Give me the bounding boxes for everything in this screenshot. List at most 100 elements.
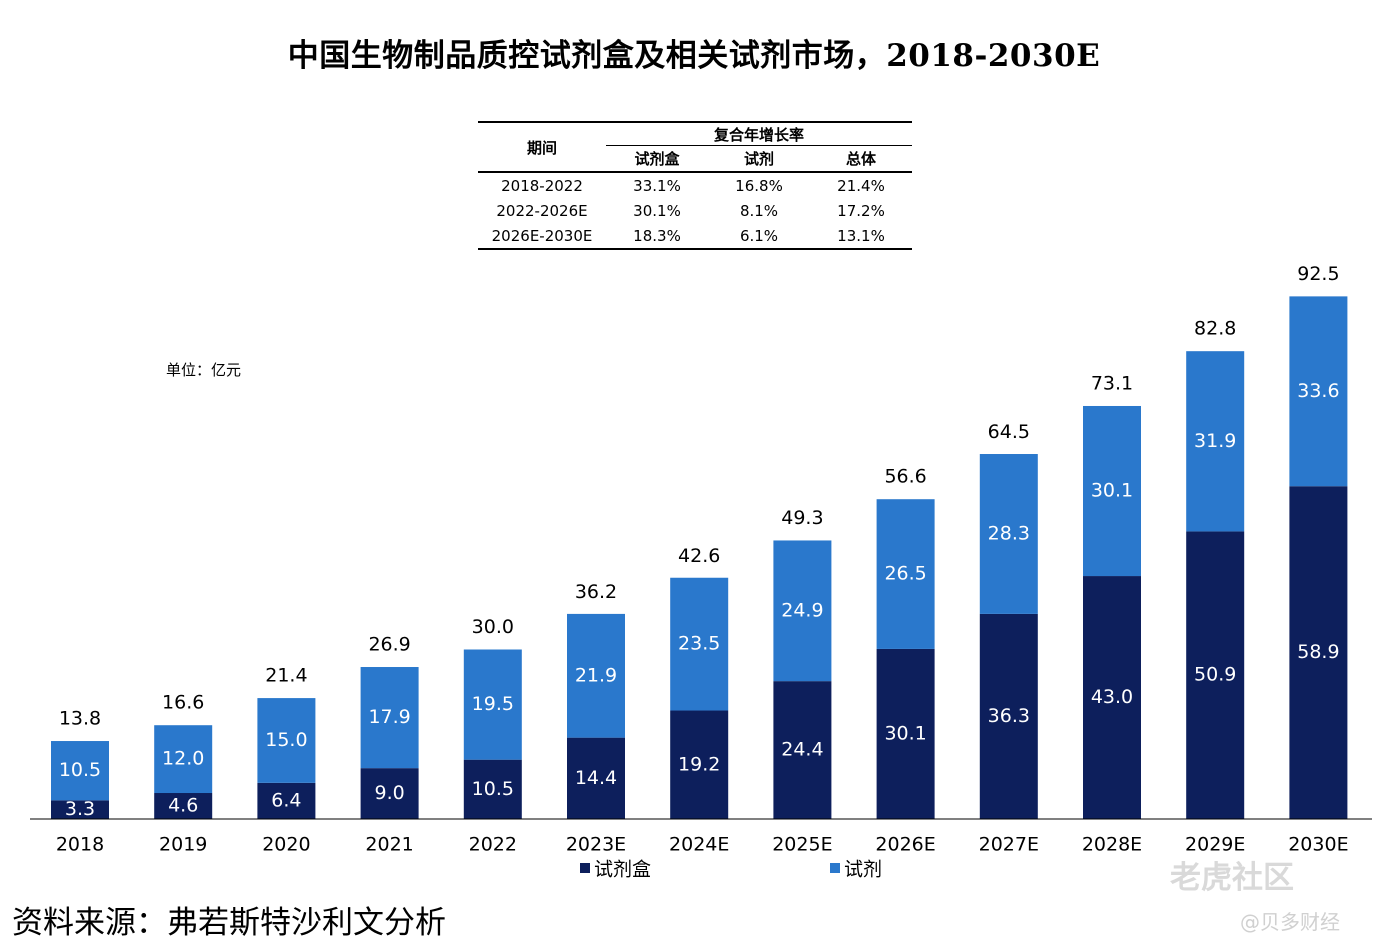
cagr-value: 21.4% xyxy=(837,176,885,195)
legend-label: 试剂盒 xyxy=(594,859,651,881)
watermark-logo: 老虎社区 xyxy=(1170,860,1294,896)
bar-reagent-segment xyxy=(876,499,935,649)
bar-total-label: 73.1 xyxy=(1091,372,1133,394)
bar-kit-label: 43.0 xyxy=(1091,686,1133,708)
bar-kit-label: 36.3 xyxy=(988,705,1030,727)
table-row: 2026E-2030E 18.3% 6.1% 13.1% xyxy=(478,223,912,250)
cagr-table: 期间 复合年增长率 试剂盒 试剂 总体 2018-2022 33.1% 16.8… xyxy=(478,121,912,250)
cagr-period: 2022-2026E xyxy=(496,201,588,220)
bar-reagent-segment xyxy=(979,454,1038,614)
x-tick-label: 2021 xyxy=(365,834,413,856)
table-row: 2022-2026E 30.1% 8.1% 17.2% xyxy=(478,198,912,223)
x-tick-label: 2018 xyxy=(56,834,104,856)
bar-kit-segment xyxy=(670,710,729,819)
cagr-period-header: 期间 xyxy=(478,122,606,173)
x-tick-label: 2019 xyxy=(159,834,207,856)
bar-kit-segment xyxy=(979,613,1038,819)
bar-kit-label: 30.1 xyxy=(884,722,926,744)
bar-total-label: 42.6 xyxy=(678,545,720,567)
bar-total-label: 26.9 xyxy=(368,634,410,656)
bar-kit-segment xyxy=(360,768,419,819)
bar-reagent-label: 12.0 xyxy=(162,748,204,770)
bar-reagent-segment xyxy=(154,725,213,794)
x-tick-label: 2028E xyxy=(1082,834,1142,856)
bar-kit-segment xyxy=(257,782,316,819)
source-note: 资料来源：弗若斯特沙利文分析 xyxy=(12,905,446,941)
bar-reagent-segment xyxy=(463,649,522,760)
bar-reagent-label: 23.5 xyxy=(678,633,720,655)
bar-total-label: 21.4 xyxy=(265,665,307,687)
bar-kit-segment xyxy=(463,759,522,819)
bar-total-label: 92.5 xyxy=(1297,263,1339,285)
x-tick-label: 2024E xyxy=(669,834,729,856)
bar-reagent-segment xyxy=(670,577,729,711)
cagr-value: 8.1% xyxy=(739,201,779,220)
bar-reagent-label: 24.9 xyxy=(781,599,823,621)
cagr-period: 2026E-2030E xyxy=(478,223,606,250)
bar-kit-segment xyxy=(567,737,625,819)
bar-kit-label: 3.3 xyxy=(65,798,95,820)
bar-kit-segment xyxy=(773,681,832,819)
bar-kit-segment xyxy=(1186,531,1245,819)
cagr-col-header: 试剂 xyxy=(708,145,810,173)
x-tick-label: 2023E xyxy=(566,834,626,856)
bar-reagent-label: 26.5 xyxy=(884,563,926,585)
bar-kit-label: 6.4 xyxy=(271,789,301,811)
bar-reagent-label: 15.0 xyxy=(265,729,307,751)
bar-total-label: 82.8 xyxy=(1194,318,1236,340)
bar-reagent-label: 21.9 xyxy=(575,664,617,686)
cagr-value: 16.8% xyxy=(735,176,783,195)
bar-reagent-label: 31.9 xyxy=(1194,430,1236,452)
bar-reagent-segment xyxy=(360,667,419,769)
cagr-period: 2018-2022 xyxy=(501,176,583,195)
unit-label: 单位：亿元 xyxy=(166,361,242,379)
bar-kit-label: 19.2 xyxy=(678,753,720,775)
legend-swatch xyxy=(580,863,590,873)
chart-title: 中国生物制品质控试剂盒及相关试剂市场，2018-2030E xyxy=(287,38,1101,74)
bar-reagent-segment xyxy=(567,613,625,738)
cagr-value: 6.1% xyxy=(708,223,810,250)
bar-reagent-label: 30.1 xyxy=(1091,480,1133,502)
cagr-value: 33.1% xyxy=(633,176,681,195)
bar-reagent-segment xyxy=(1186,351,1245,532)
bar-kit-segment xyxy=(1083,576,1141,819)
bar-total-label: 13.8 xyxy=(59,708,101,730)
bar-kit-segment xyxy=(154,793,213,819)
cagr-col-header: 试剂盒 xyxy=(606,145,708,173)
bar-kit-segment xyxy=(1289,486,1348,819)
cagr-col-header: 总体 xyxy=(810,145,912,173)
stacked-bar-chart: 3.3 10.5 13.8 2018 4.6 12.0 16.6 2019 6.4 15.0 21.… xyxy=(30,263,1372,881)
bar-reagent-label: 33.6 xyxy=(1297,380,1339,402)
bar-total-label: 49.3 xyxy=(781,507,823,529)
table-row: 2018-2022 33.1% 16.8% 21.4% xyxy=(478,172,912,198)
bar-reagent-segment xyxy=(1289,296,1348,487)
bar-kit-label: 50.9 xyxy=(1194,664,1236,686)
bar-reagent-segment xyxy=(1083,405,1141,577)
legend-label: 试剂 xyxy=(844,859,882,881)
bar-reagent-segment xyxy=(51,741,109,801)
bar-reagent-label: 17.9 xyxy=(368,706,410,728)
bar-total-label: 30.0 xyxy=(472,616,514,638)
legend-swatch xyxy=(830,863,840,873)
bar-kit-segment xyxy=(876,648,935,819)
cagr-value: 13.1% xyxy=(810,223,912,250)
cagr-value: 30.1% xyxy=(633,201,681,220)
bar-reagent-label: 10.5 xyxy=(59,759,101,781)
cagr-group-header: 复合年增长率 xyxy=(606,122,912,146)
x-tick-label: 2020 xyxy=(262,834,310,856)
bar-kit-label: 58.9 xyxy=(1297,641,1339,663)
bar-kit-label: 24.4 xyxy=(781,739,823,761)
cagr-value: 17.2% xyxy=(837,201,885,220)
bar-reagent-label: 28.3 xyxy=(988,522,1030,544)
x-tick-label: 2029E xyxy=(1185,834,1245,856)
bar-total-label: 56.6 xyxy=(884,466,926,488)
x-tick-label: 2026E xyxy=(875,834,935,856)
bar-kit-segment xyxy=(51,800,109,819)
cagr-value: 18.3% xyxy=(606,223,708,250)
bar-total-label: 64.5 xyxy=(988,421,1030,443)
bar-kit-label: 4.6 xyxy=(168,795,198,817)
x-tick-label: 2022 xyxy=(469,834,517,856)
x-tick-label: 2030E xyxy=(1288,834,1348,856)
watermark-handle: @贝多财经 xyxy=(1240,910,1340,934)
x-tick-label: 2025E xyxy=(772,834,832,856)
